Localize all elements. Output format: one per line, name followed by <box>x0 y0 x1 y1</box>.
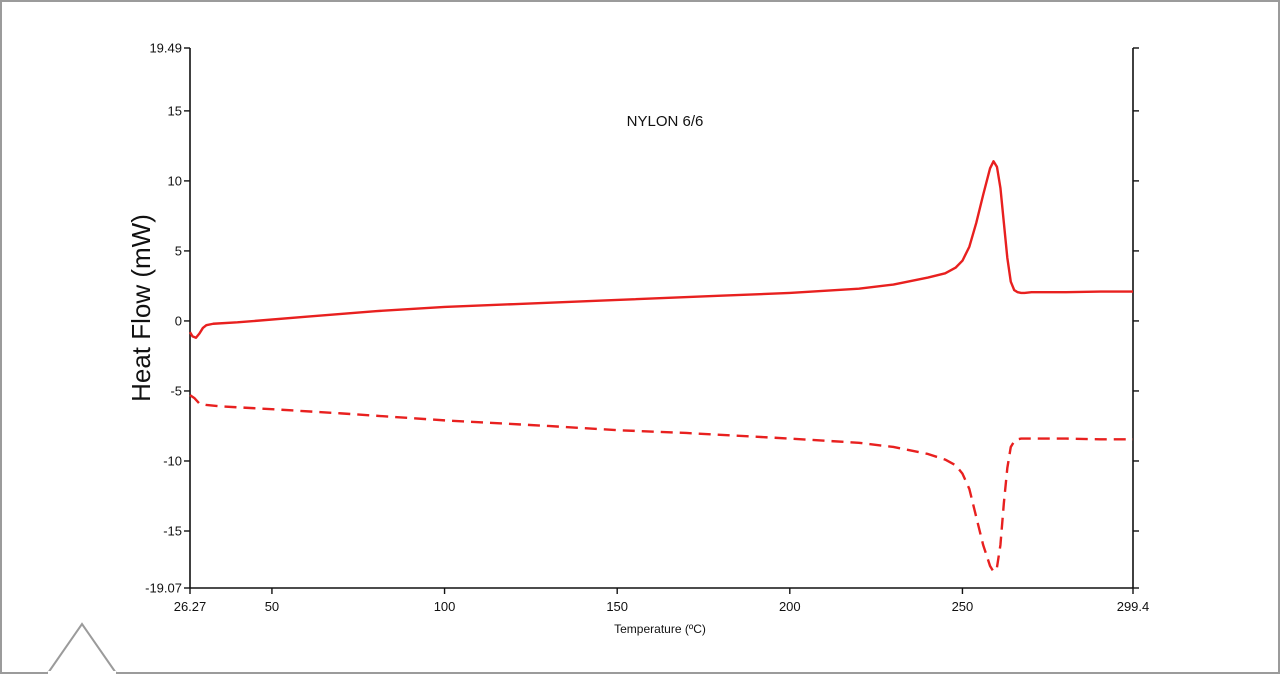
y-tick-label: -10 <box>163 453 182 468</box>
x-tick-label: 50 <box>265 599 279 614</box>
x-tick-label: 299.4 <box>1117 599 1150 614</box>
chart-title: NYLON 6/6 <box>627 113 704 130</box>
x-tick-label: 100 <box>434 599 456 614</box>
chart-series <box>188 160 1133 573</box>
x-tick-label: 250 <box>952 599 974 614</box>
y-tick-label: -15 <box>163 524 182 539</box>
y-tick-label: 0 <box>175 313 182 328</box>
y-tick-label: 5 <box>175 243 182 258</box>
y-tick-label: -5 <box>170 383 182 398</box>
chart-axes <box>189 48 1134 589</box>
tab-notch-gap <box>48 671 116 674</box>
y-axis-label: Heat Flow (mW) <box>126 214 156 402</box>
y-tick-label: -19.07 <box>145 581 182 596</box>
x-tick-label: 150 <box>606 599 628 614</box>
cooling-curve-dashed <box>189 394 1133 573</box>
tab-notch-shape <box>47 622 117 674</box>
x-tick-label: 26.27 <box>174 599 207 614</box>
y-tick-label: 10 <box>168 173 182 188</box>
heating-curve-solid <box>188 160 1133 339</box>
y-tick-label: 19.49 <box>149 41 182 56</box>
x-tick-label: 200 <box>779 599 801 614</box>
x-axis-label: Temperature (ºC) <box>614 622 706 636</box>
y-tick-label: 15 <box>168 103 182 118</box>
